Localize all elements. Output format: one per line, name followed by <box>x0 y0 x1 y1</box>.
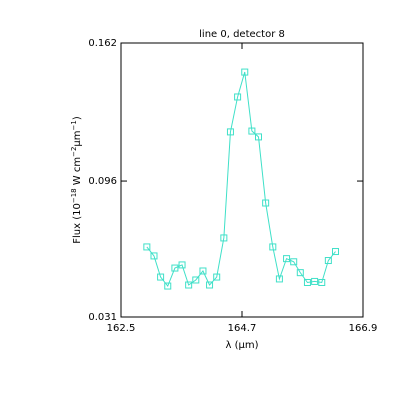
x-tick-label: 166.9 <box>349 323 378 334</box>
data-point <box>150 252 158 260</box>
x-tick-label: 164.7 <box>228 323 257 334</box>
data-point <box>206 281 214 289</box>
data-point <box>332 248 339 256</box>
data-point <box>255 133 262 141</box>
data-point <box>234 93 242 101</box>
data-point <box>157 273 165 281</box>
data-point <box>262 199 270 207</box>
data-point <box>178 261 186 269</box>
y-axis-label-superscript: −2 <box>70 147 78 157</box>
data-point <box>164 282 172 290</box>
y-axis-label-superscript: −1 <box>70 120 78 130</box>
data-point <box>241 68 249 76</box>
data-point <box>311 277 319 285</box>
data-point <box>226 128 234 136</box>
data-point <box>248 127 256 135</box>
data-point <box>296 269 304 277</box>
y-axis-label-superscript: −18 <box>70 188 78 203</box>
data-point <box>220 234 228 242</box>
data-point <box>192 276 200 284</box>
y-axis-label-part: W cm <box>72 157 83 188</box>
y-axis-label-part: μm <box>72 130 83 146</box>
chart-title: line 0, detector 8 <box>199 29 285 40</box>
x-tick-label: 162.5 <box>107 323 136 334</box>
data-line <box>146 71 336 288</box>
data-point <box>303 278 311 286</box>
data-point <box>171 264 179 272</box>
data-point <box>185 281 193 289</box>
data-point <box>283 255 291 263</box>
data-point <box>324 257 332 265</box>
y-tick-label: 0.162 <box>88 38 117 49</box>
y-axis-label-part: Flux (10 <box>72 203 83 244</box>
y-axis-label-part: ) <box>72 116 83 120</box>
data-point <box>318 278 326 286</box>
y-tick-label: 0.031 <box>88 312 117 323</box>
data-point <box>290 258 298 266</box>
y-axis-label: Flux (10−18 W cm−2μm−1) <box>70 116 83 244</box>
data-point <box>275 275 283 283</box>
data-point <box>213 273 221 281</box>
x-axis-label: λ (μm) <box>225 340 258 351</box>
data-point <box>143 243 151 251</box>
y-tick-label: 0.096 <box>88 176 117 187</box>
data-point <box>269 243 277 251</box>
data-point <box>199 267 207 275</box>
